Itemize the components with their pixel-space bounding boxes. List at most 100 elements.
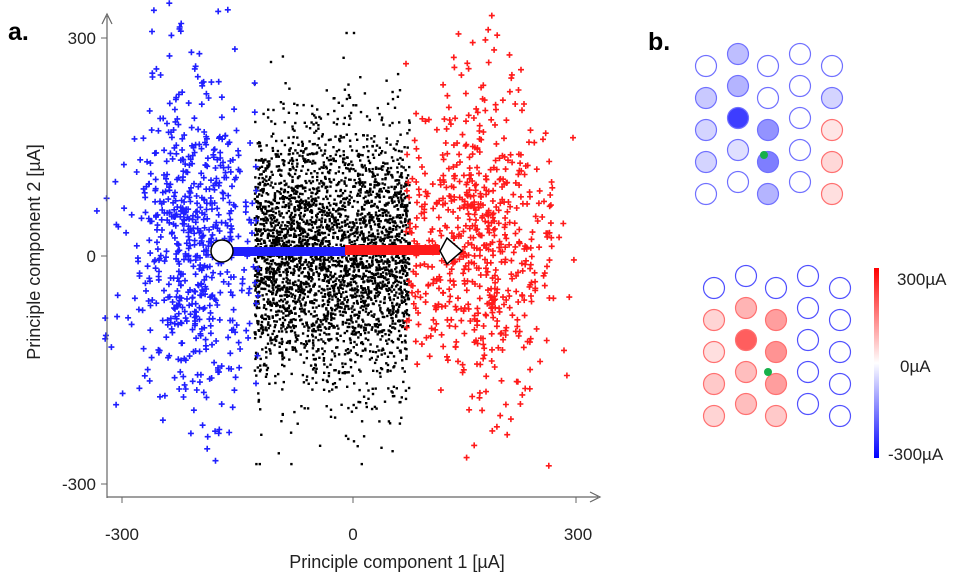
data-point-black [270,120,273,123]
data-point-black [253,369,257,372]
data-point-black [381,231,384,235]
data-point-black [314,371,318,374]
data-point-black [392,224,395,228]
data-point-black [366,155,370,159]
data-point-red [409,175,416,182]
data-point-black [361,181,364,184]
data-point-black [272,228,275,232]
data-point-blue [177,157,184,164]
data-point-black [379,300,382,303]
data-point-black [310,121,313,124]
data-point-red [404,151,411,158]
data-point-black [321,209,324,213]
data-point-black [271,232,275,235]
data-point-black [308,291,312,294]
data-point-blue [246,320,253,327]
data-point-blue [146,237,153,244]
data-point-black [272,221,275,224]
data-point-black [325,195,328,198]
data-point-black [311,368,315,371]
data-point-blue [159,227,165,233]
data-point-blue [144,366,151,373]
data-point-black [322,357,326,360]
data-point-black [333,198,336,201]
data-point-black [401,311,404,315]
data-point-blue [203,206,210,213]
data-point-black [303,325,306,328]
data-point-black [319,244,322,248]
data-point-black [397,235,401,238]
data-point-black [261,294,264,297]
data-point-black [325,307,328,310]
data-point-black [254,351,258,355]
data-point-black [260,157,263,161]
data-point-black [354,275,357,278]
data-point-black [387,309,391,313]
data-point-blue [161,297,168,304]
data-point-blue [196,379,203,386]
data-point-black [302,290,305,293]
data-point-blue [253,217,260,224]
data-point-black [356,317,360,320]
electrode-circle [796,392,820,416]
data-point-black [385,266,388,269]
data-point-black [328,333,331,336]
data-point-black [313,294,316,297]
data-point-red [517,193,524,200]
data-point-blue [143,183,150,190]
data-point-black [297,234,301,237]
data-point-black [393,294,396,297]
data-point-red [527,244,534,251]
data-point-blue [121,205,128,212]
data-point-black [339,215,342,218]
data-point-red [540,136,546,143]
data-point-blue [229,292,236,299]
data-point-black [304,258,307,262]
data-point-black [328,218,331,221]
data-point-black [259,357,262,361]
data-point-black [298,204,302,207]
data-point-black [332,324,335,328]
data-point-black [258,290,261,294]
data-point-black [269,336,272,339]
data-point-black [389,196,392,199]
data-point-black [261,316,264,320]
data-point-black [281,353,284,356]
data-point-black [374,258,378,262]
data-point-black [324,213,327,216]
data-point-red [448,266,455,273]
data-point-red [464,179,471,186]
data-point-black [360,212,364,215]
data-point-black [260,208,263,211]
data-point-blue [179,147,186,153]
data-point-black [263,304,266,307]
data-point-black [290,286,293,289]
data-point-black [311,203,315,206]
data-point-black [359,326,363,329]
data-point-black [283,264,286,267]
data-point-black [275,201,279,205]
data-point-black [398,191,402,194]
data-point-black [267,205,271,208]
data-point-black [300,310,303,313]
data-point-black [308,179,311,183]
data-point-black [288,87,291,90]
data-point-black [295,158,298,162]
data-point-black [337,327,340,330]
data-point-black [339,302,343,305]
data-point-blue [196,304,203,311]
data-point-black [395,255,398,258]
data-point-black [304,179,307,183]
data-point-blue [177,319,184,326]
data-point-black [284,233,287,237]
data-point-blue [180,271,186,278]
data-point-blue [205,95,212,101]
data-point-black [379,338,382,341]
data-point-black [264,280,267,283]
data-point-blue [189,152,196,159]
data-point-black [373,313,376,316]
data-point-black [386,262,389,265]
data-point-blue [211,296,218,302]
data-point-black [278,289,281,292]
data-point-black [314,116,317,119]
